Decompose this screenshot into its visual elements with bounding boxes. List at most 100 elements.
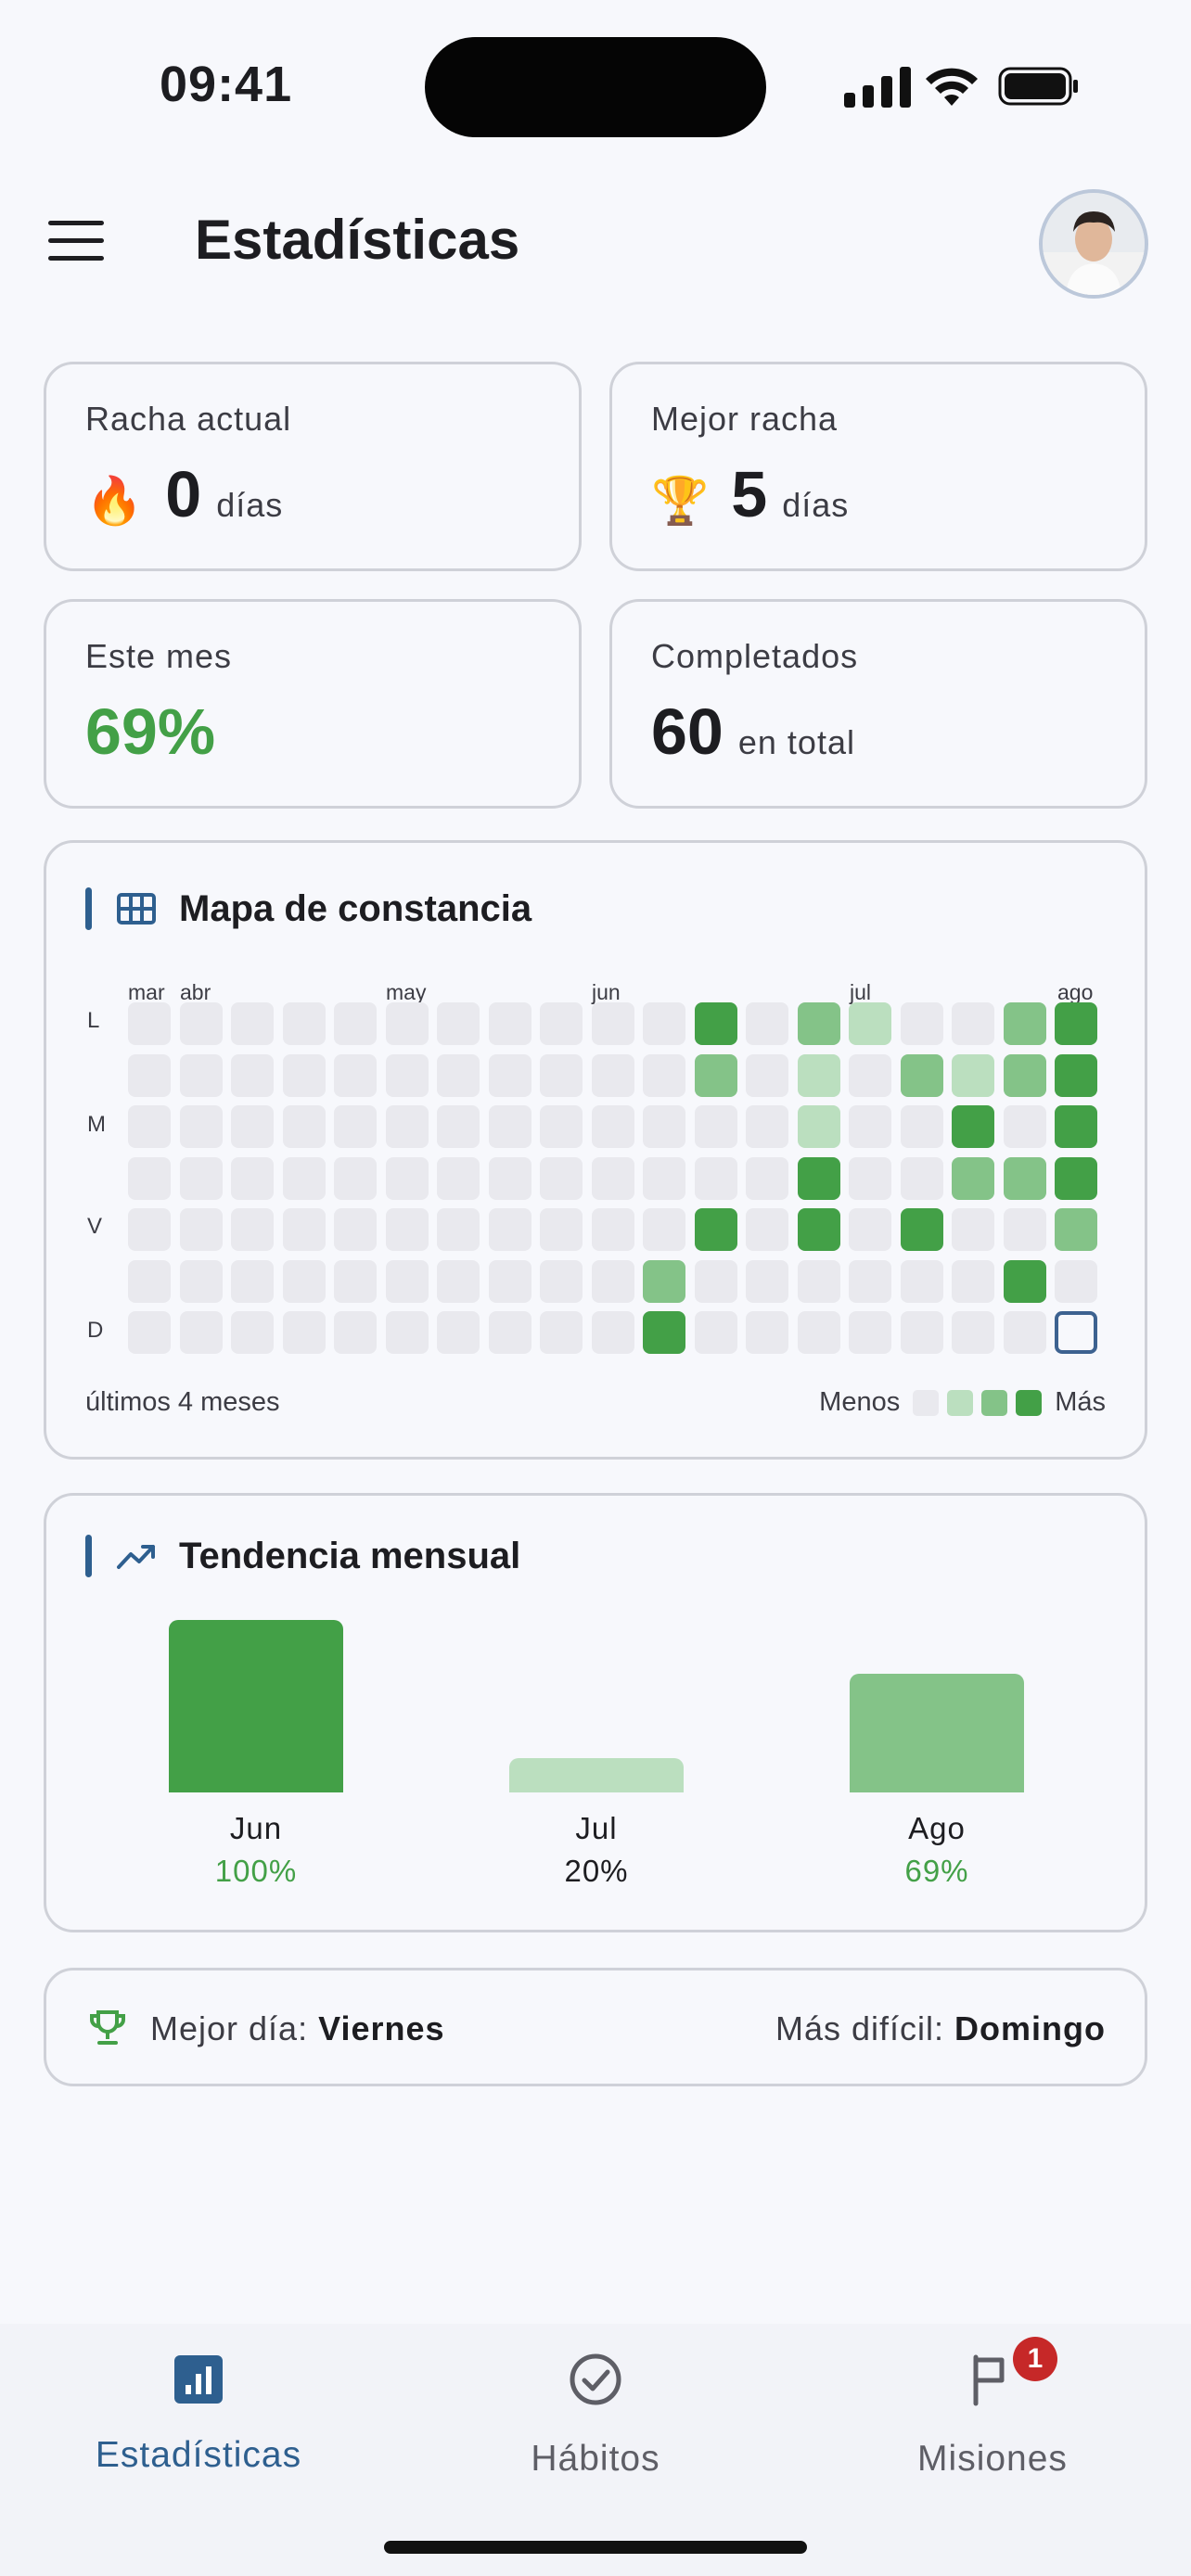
- heatmap-cell: [282, 1311, 326, 1354]
- current-streak-unit: días: [216, 486, 284, 524]
- heatmap-cell: [488, 1156, 531, 1200]
- grid-icon: [117, 893, 156, 925]
- heatmap-cell: [746, 1259, 788, 1303]
- heatmap-cell: [128, 1156, 171, 1200]
- heatmap-cell: [591, 1311, 634, 1354]
- heatmap-cell: [900, 1311, 943, 1354]
- heatmap-cell: [746, 1002, 788, 1045]
- heatmap-cell: [849, 1208, 891, 1251]
- tab-estadisticas[interactable]: Estadísticas: [0, 2324, 397, 2509]
- heatmap-cell: [231, 1156, 274, 1200]
- heatmap-cell: [385, 1311, 429, 1354]
- heatmap-cell: [849, 1105, 891, 1148]
- trend-title: Tendencia mensual: [179, 1535, 521, 1576]
- heatmap-cell: [437, 1259, 480, 1303]
- heatmap-cell: [179, 1002, 223, 1045]
- heatmap-cell: [128, 1105, 171, 1148]
- heatmap-cell: [385, 1002, 429, 1045]
- heatmap-cell: [1003, 1156, 1046, 1200]
- page-title: Estadísticas: [195, 209, 520, 271]
- trend-value-label: 100%: [214, 1854, 298, 1888]
- day-label: D: [87, 1318, 104, 1343]
- completed-card: Completados 60 en total: [609, 599, 1147, 809]
- heatmap-cell: [849, 1156, 891, 1200]
- month-label: ago: [1057, 980, 1094, 1004]
- heatmap-cell: [694, 1208, 737, 1251]
- heatmap-cell: [797, 1208, 840, 1251]
- flag-icon: [973, 2354, 1005, 2406]
- heatmap-cell: [179, 1053, 223, 1097]
- heatmap-cell: [385, 1156, 429, 1200]
- heatmap-cell: [179, 1208, 223, 1251]
- heatmap-cell: [952, 1156, 994, 1200]
- heatmap-cell: [540, 1259, 583, 1303]
- dynamic-island: [425, 37, 766, 137]
- heatmap-cell: [385, 1259, 429, 1303]
- trend-month-label: Ago: [908, 1811, 966, 1845]
- heatmap-cell: [643, 1105, 685, 1148]
- heatmap-cell: [334, 1259, 377, 1303]
- heatmap-cell: [797, 1105, 840, 1148]
- heatmap-cell: [952, 1311, 994, 1354]
- heatmap-cell: [591, 1105, 634, 1148]
- legend-swatch: [947, 1389, 974, 1416]
- heatmap-cell: [231, 1311, 274, 1354]
- heatmap-cell: [900, 1002, 943, 1045]
- heatmap-cell: [128, 1259, 171, 1303]
- heatmap-cell: [437, 1311, 480, 1354]
- heatmap-cell: [1003, 1311, 1046, 1354]
- heatmap-cell: [694, 1053, 737, 1097]
- heatmap-cell: [797, 1156, 840, 1200]
- day-label: M: [87, 1112, 106, 1137]
- avatar[interactable]: [1039, 189, 1148, 299]
- hardest-day-value: Domingo: [954, 2009, 1106, 2047]
- day-label: V: [87, 1214, 103, 1239]
- heatmap-cell: [385, 1105, 429, 1148]
- heatmap-cell: [1055, 1208, 1097, 1251]
- status-time: 09:41: [160, 57, 293, 112]
- trend-value-label: 69%: [904, 1854, 969, 1888]
- heatmap-cell: [437, 1002, 480, 1045]
- heatmap-cell: [746, 1053, 788, 1097]
- heatmap-cell: [952, 1208, 994, 1251]
- heatmap-cell: [334, 1156, 377, 1200]
- heatmap-cell: [643, 1311, 685, 1354]
- this-month-label: Este mes: [85, 637, 233, 675]
- heatmap-cell: [746, 1208, 788, 1251]
- month-label: abr: [180, 980, 211, 1004]
- tab-misiones[interactable]: 1 Misiones: [794, 2324, 1191, 2509]
- tab-habitos[interactable]: Hábitos: [397, 2324, 794, 2509]
- this-month-card: Este mes 69%: [44, 599, 582, 809]
- heatmap-cell: [437, 1053, 480, 1097]
- best-streak-card: Mejor racha 🏆 5 días: [609, 362, 1147, 571]
- heatmap-cell: [334, 1002, 377, 1045]
- heatmap-cell: [128, 1311, 171, 1354]
- heatmap-cell: [643, 1259, 685, 1303]
- heatmap-cell: [540, 1105, 583, 1148]
- heatmap-cell: [1055, 1053, 1097, 1097]
- heatmap-legend: Menos Más: [819, 1387, 1106, 1418]
- bottom-tab-bar: Estadísticas Hábitos 1 Misiones: [0, 2324, 1191, 2576]
- best-streak-value: 5: [731, 458, 768, 530]
- heatmap-title: Mapa de constancia: [179, 887, 532, 929]
- heatmap-cell: [334, 1105, 377, 1148]
- heatmap-cell: [540, 1156, 583, 1200]
- heatmap-cell: [282, 1208, 326, 1251]
- heatmap-cell: [591, 1002, 634, 1045]
- heatmap-cell-today: [1055, 1311, 1097, 1354]
- heatmap-cell: [488, 1053, 531, 1097]
- heatmap-cell: [849, 1053, 891, 1097]
- heatmap-cell: [643, 1002, 685, 1045]
- best-day-label: Mejor día:: [150, 2009, 309, 2047]
- heatmap-cell: [488, 1208, 531, 1251]
- month-label: jun: [592, 980, 621, 1004]
- menu-icon[interactable]: [48, 221, 104, 267]
- heatmap-cell: [179, 1259, 223, 1303]
- heatmap-cell: [694, 1156, 737, 1200]
- trending-up-icon: [117, 1545, 155, 1569]
- home-indicator: [384, 2541, 807, 2554]
- heatmap-cell: [643, 1208, 685, 1251]
- heatmap-cell: [334, 1311, 377, 1354]
- cellular-signal-icon: [844, 67, 911, 108]
- heatmap-cell: [334, 1053, 377, 1097]
